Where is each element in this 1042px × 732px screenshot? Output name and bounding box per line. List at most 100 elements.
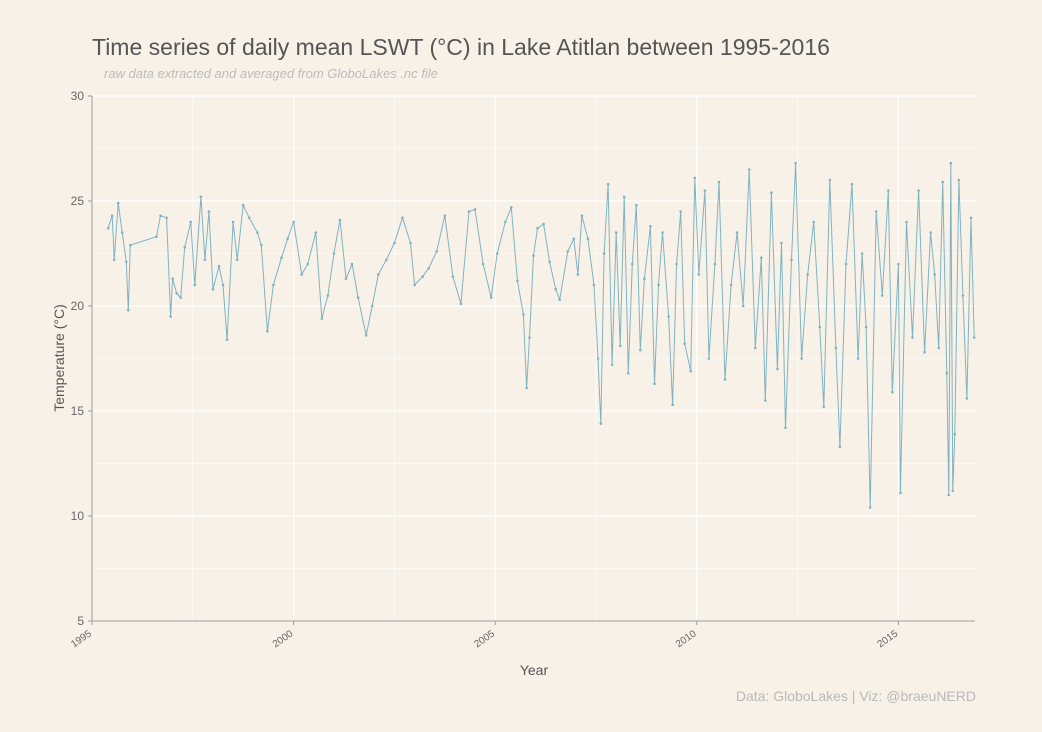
data-point bbox=[723, 378, 727, 381]
y-tick-label: 10 bbox=[71, 509, 85, 523]
data-point bbox=[401, 216, 404, 220]
x-tick-label: 2015 bbox=[876, 628, 901, 650]
data-point bbox=[679, 210, 682, 213]
data-point bbox=[614, 231, 618, 234]
data-point bbox=[169, 315, 172, 318]
data-point bbox=[427, 266, 430, 270]
data-point bbox=[812, 220, 816, 224]
data-point bbox=[481, 262, 485, 266]
data-point bbox=[247, 216, 251, 220]
chart-subtitle: raw data extracted and averaged from Glo… bbox=[104, 66, 438, 81]
data-point bbox=[326, 294, 330, 297]
data-point bbox=[370, 304, 374, 308]
data-point bbox=[516, 279, 519, 283]
data-point bbox=[241, 203, 245, 207]
data-point bbox=[451, 275, 455, 278]
data-point bbox=[522, 313, 525, 316]
data-point bbox=[225, 338, 229, 341]
y-axis-label: Temperature (°C) bbox=[51, 304, 67, 412]
data-point bbox=[683, 342, 686, 346]
data-point bbox=[635, 203, 638, 207]
data-point bbox=[542, 222, 545, 226]
data-point bbox=[953, 432, 957, 436]
data-point bbox=[528, 336, 531, 339]
data-point bbox=[385, 258, 388, 262]
data-point bbox=[693, 176, 697, 180]
data-point bbox=[189, 220, 193, 224]
data-point bbox=[784, 426, 787, 430]
data-point bbox=[231, 220, 235, 224]
data-point bbox=[576, 273, 580, 276]
data-point bbox=[338, 218, 342, 222]
data-point bbox=[957, 178, 961, 182]
data-point bbox=[818, 325, 822, 329]
x-tick-label: 2010 bbox=[674, 628, 699, 650]
data-point bbox=[671, 403, 674, 407]
data-point bbox=[203, 258, 207, 262]
data-point bbox=[941, 180, 945, 184]
data-point bbox=[165, 216, 168, 220]
data-point bbox=[780, 241, 783, 245]
data-point bbox=[221, 283, 225, 287]
data-point bbox=[822, 405, 826, 409]
data-point bbox=[580, 214, 584, 217]
data-point bbox=[850, 182, 854, 186]
data-point bbox=[159, 214, 162, 217]
data-point bbox=[602, 252, 606, 255]
data-point bbox=[741, 304, 745, 308]
data-point bbox=[536, 227, 539, 230]
data-point bbox=[175, 292, 178, 295]
data-point bbox=[860, 252, 864, 255]
y-tick-label: 5 bbox=[77, 614, 84, 628]
data-point bbox=[356, 296, 360, 299]
data-point bbox=[199, 195, 203, 199]
data-point bbox=[320, 317, 324, 320]
data-point bbox=[961, 294, 965, 297]
data-point bbox=[179, 296, 183, 299]
data-point bbox=[126, 308, 130, 312]
data-point bbox=[171, 277, 174, 281]
data-point bbox=[314, 231, 318, 234]
data-point bbox=[235, 258, 239, 262]
data-point bbox=[626, 371, 630, 375]
data-point bbox=[790, 258, 793, 262]
data-point bbox=[272, 283, 275, 287]
data-point bbox=[376, 273, 380, 276]
data-point bbox=[770, 191, 773, 194]
data-point bbox=[260, 243, 263, 247]
data-point bbox=[643, 277, 646, 281]
data-point bbox=[112, 258, 116, 262]
data-point bbox=[435, 250, 439, 253]
data-point bbox=[897, 262, 900, 266]
data-point bbox=[729, 283, 733, 287]
data-point bbox=[217, 264, 221, 268]
data-point bbox=[828, 178, 832, 182]
x-axis-label: Year bbox=[520, 662, 549, 678]
data-point bbox=[649, 224, 652, 228]
data-point bbox=[844, 262, 848, 266]
data-point bbox=[899, 491, 902, 495]
data-point bbox=[880, 294, 884, 297]
data-point bbox=[393, 241, 396, 245]
data-point bbox=[675, 262, 678, 266]
data-point bbox=[266, 329, 269, 333]
data-point bbox=[256, 231, 259, 234]
series-group bbox=[106, 161, 976, 509]
data-point bbox=[554, 287, 557, 291]
data-point bbox=[599, 422, 603, 425]
data-point bbox=[667, 315, 670, 318]
data-point bbox=[495, 252, 499, 255]
data-point bbox=[965, 397, 969, 400]
data-point bbox=[532, 254, 535, 257]
data-point bbox=[703, 189, 707, 192]
data-point bbox=[183, 245, 187, 249]
data-point bbox=[510, 206, 513, 209]
data-point bbox=[639, 348, 642, 352]
data-point bbox=[489, 296, 493, 299]
data-point bbox=[566, 250, 570, 253]
data-point bbox=[760, 256, 763, 260]
data-point bbox=[592, 283, 596, 287]
data-point bbox=[106, 227, 110, 230]
data-point bbox=[606, 182, 610, 186]
